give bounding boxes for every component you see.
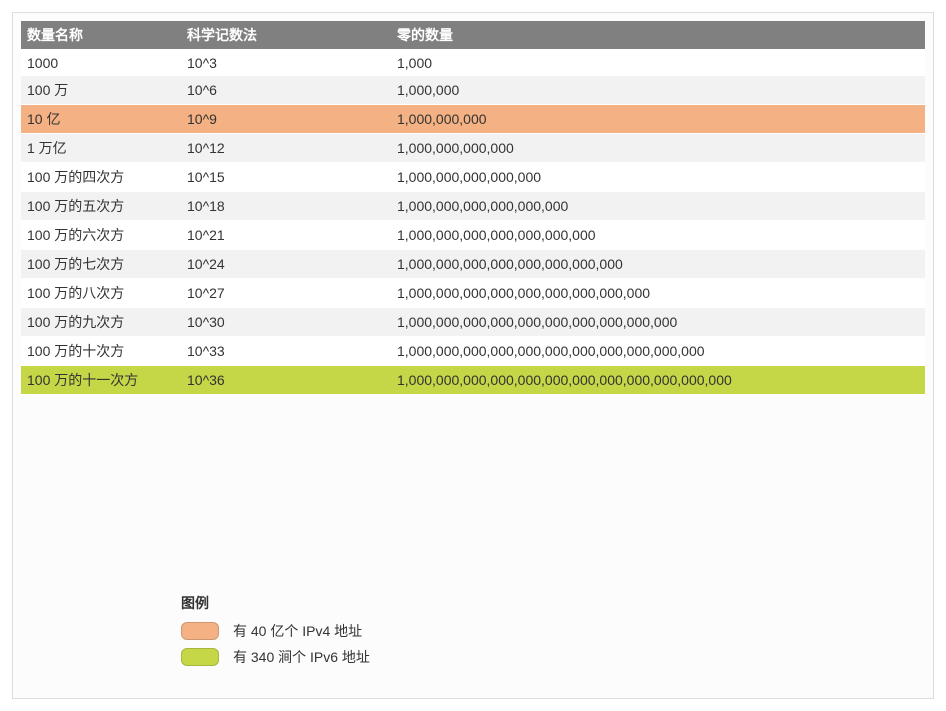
cell-zeros: 1,000,000,000,000,000,000,000,000,000: [391, 279, 925, 308]
table-row: 1 万亿10^121,000,000,000,000: [21, 134, 925, 163]
legend-item: 有 340 涧个 IPv6 地址: [181, 647, 370, 667]
cell-sci: 10^24: [181, 250, 391, 279]
magnitude-table: 数量名称 科学记数法 零的数量 100010^31,000100 万10^61,…: [21, 21, 925, 395]
cell-name: 100 万的八次方: [21, 279, 181, 308]
cell-zeros: 1,000: [391, 50, 925, 76]
cell-sci: 10^6: [181, 76, 391, 105]
cell-sci: 10^21: [181, 221, 391, 250]
cell-zeros: 1,000,000,000,000,000: [391, 163, 925, 192]
cell-name: 1 万亿: [21, 134, 181, 163]
cell-sci: 10^12: [181, 134, 391, 163]
cell-name: 100 万的九次方: [21, 308, 181, 337]
table-header-row: 数量名称 科学记数法 零的数量: [21, 21, 925, 50]
table-row: 100010^31,000: [21, 50, 925, 76]
cell-name: 100 万的七次方: [21, 250, 181, 279]
cell-name: 100 万的六次方: [21, 221, 181, 250]
content-panel: 数量名称 科学记数法 零的数量 100010^31,000100 万10^61,…: [12, 12, 934, 699]
table-row: 100 万的十次方10^331,000,000,000,000,000,000,…: [21, 337, 925, 366]
cell-name: 10 亿: [21, 105, 181, 134]
cell-name: 100 万的四次方: [21, 163, 181, 192]
cell-zeros: 1,000,000,000,000: [391, 134, 925, 163]
cell-sci: 10^36: [181, 366, 391, 395]
legend-swatch: [181, 622, 219, 640]
legend-title: 图例: [181, 593, 370, 613]
cell-name: 100 万的五次方: [21, 192, 181, 221]
cell-zeros: 1,000,000,000: [391, 105, 925, 134]
cell-sci: 10^15: [181, 163, 391, 192]
cell-name: 100 万的十一次方: [21, 366, 181, 395]
cell-zeros: 1,000,000,000,000,000,000,000,000,000,00…: [391, 308, 925, 337]
legend-swatch: [181, 648, 219, 666]
col-header-zeros: 零的数量: [391, 21, 925, 50]
table-row: 100 万10^61,000,000: [21, 76, 925, 105]
cell-zeros: 1,000,000,000,000,000,000,000,000,000,00…: [391, 337, 925, 366]
table-row: 100 万的十一次方10^361,000,000,000,000,000,000…: [21, 366, 925, 395]
cell-zeros: 1,000,000: [391, 76, 925, 105]
cell-sci: 10^9: [181, 105, 391, 134]
table-row: 100 万的六次方10^211,000,000,000,000,000,000,…: [21, 221, 925, 250]
table-row: 100 万的九次方10^301,000,000,000,000,000,000,…: [21, 308, 925, 337]
table-row: 100 万的五次方10^181,000,000,000,000,000,000: [21, 192, 925, 221]
cell-name: 1000: [21, 50, 181, 76]
cell-sci: 10^33: [181, 337, 391, 366]
cell-sci: 10^30: [181, 308, 391, 337]
legend: 图例 有 40 亿个 IPv4 地址有 340 涧个 IPv6 地址: [181, 593, 370, 673]
table-row: 100 万的七次方10^241,000,000,000,000,000,000,…: [21, 250, 925, 279]
col-header-sci: 科学记数法: [181, 21, 391, 50]
cell-name: 100 万: [21, 76, 181, 105]
cell-zeros: 1,000,000,000,000,000,000,000,000,000,00…: [391, 366, 925, 395]
table-row: 100 万的四次方10^151,000,000,000,000,000: [21, 163, 925, 192]
cell-zeros: 1,000,000,000,000,000,000: [391, 192, 925, 221]
legend-item: 有 40 亿个 IPv4 地址: [181, 621, 370, 641]
cell-zeros: 1,000,000,000,000,000,000,000,000: [391, 250, 925, 279]
cell-zeros: 1,000,000,000,000,000,000,000: [391, 221, 925, 250]
cell-name: 100 万的十次方: [21, 337, 181, 366]
cell-sci: 10^18: [181, 192, 391, 221]
cell-sci: 10^3: [181, 50, 391, 76]
legend-label: 有 340 涧个 IPv6 地址: [233, 647, 370, 667]
legend-label: 有 40 亿个 IPv4 地址: [233, 621, 362, 641]
table-row: 100 万的八次方10^271,000,000,000,000,000,000,…: [21, 279, 925, 308]
table-row: 10 亿10^91,000,000,000: [21, 105, 925, 134]
cell-sci: 10^27: [181, 279, 391, 308]
col-header-name: 数量名称: [21, 21, 181, 50]
